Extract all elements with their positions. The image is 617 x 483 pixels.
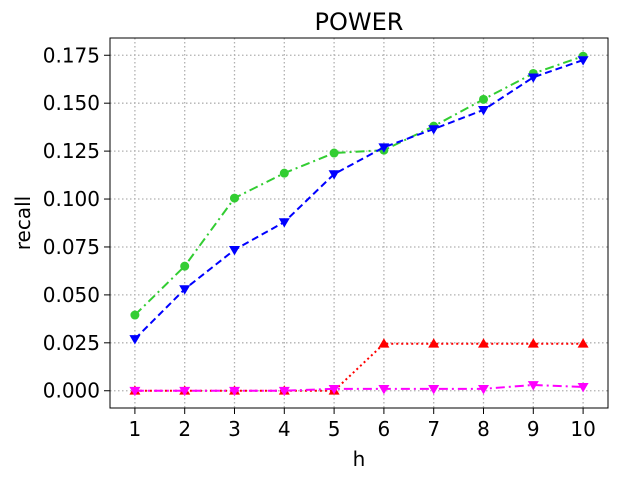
x-tick-label: 3 [228,417,241,441]
data-point [129,386,141,397]
data-point [527,73,539,83]
series-1 [130,51,588,320]
plot-frame [109,37,609,409]
y-tick-label: 0.175 [43,43,100,67]
data-point [577,338,589,348]
y-axis-label: recall [11,196,35,250]
y-tick-label: 0.050 [43,283,100,307]
data-point [278,386,290,397]
x-tick-label: 1 [129,417,142,441]
data-point [180,261,190,271]
data-point [378,384,390,395]
data-point [428,125,440,135]
data-point [478,384,489,395]
data-point [230,193,239,203]
data-point [378,143,390,153]
data-point [279,168,289,178]
data-point [378,338,390,348]
data-point [478,338,489,348]
series-4 [129,381,589,397]
data-point [428,384,440,395]
data-point [328,384,340,395]
x-tick-label: 2 [178,417,191,441]
x-tick-label: 9 [527,417,540,441]
data-point [179,285,191,295]
data-point [479,94,488,104]
data-point [278,218,290,228]
data-point [229,386,240,397]
data-point [527,338,539,348]
y-tick-label: 0.125 [43,139,100,163]
data-point [179,386,191,397]
x-tick-label: 6 [378,417,391,441]
data-point [577,56,589,66]
data-point [329,148,339,158]
series-2 [129,56,589,345]
data-point [478,106,489,116]
data-point [229,245,240,256]
series-3 [129,338,589,395]
x-tick-label: 5 [328,417,341,441]
y-tick-label: 0.150 [43,91,100,115]
data-point [129,335,141,345]
x-tick-label: 4 [278,417,291,441]
y-tick-label: 0.100 [43,187,100,211]
series-line [134,55,584,316]
series-line [134,383,584,392]
x-axis-label: h [353,447,366,471]
axis-ticks: 1 2 3 4 5 6 7 8 9 10 0.000 0.025 0.050 0.075 0.100 0.12… [43,43,596,441]
x-tick-label: 8 [477,417,490,441]
grid-lines [110,38,608,408]
x-tick-label: 10 [570,417,595,441]
y-tick-label: 0.075 [43,235,100,259]
series-line [134,342,584,392]
data-point [527,381,539,391]
y-tick-label: 0.025 [43,331,100,355]
series-lines [129,51,589,397]
data-point [428,338,440,348]
series-line [134,59,584,340]
y-tick-label: 0.000 [43,379,100,403]
x-tick-label: 7 [427,417,440,441]
data-point [577,383,589,393]
data-point [328,170,340,180]
data-point [130,310,140,320]
chart-title: POWER [315,8,404,36]
